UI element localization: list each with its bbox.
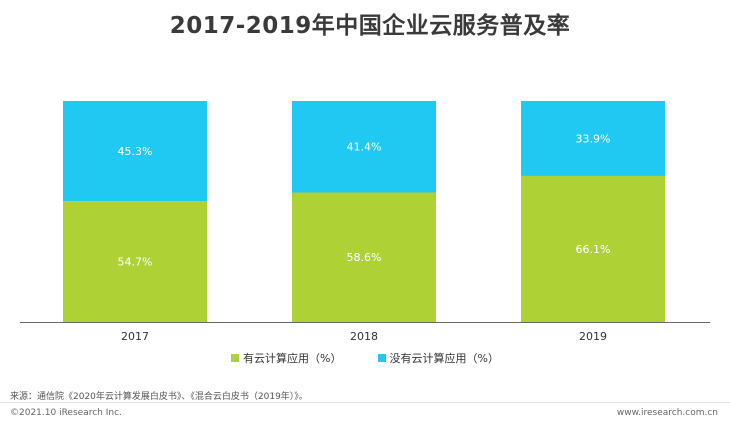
copyright: ©2021.10 iResearch Inc.	[10, 408, 122, 418]
bar-segment-not-adopted-2017	[63, 101, 207, 202]
x-tick-label-2019: 2019	[579, 330, 607, 343]
website-link[interactable]: www.iresearch.com.cn	[616, 408, 718, 418]
source-note: 来源：通信院《2020年云计算发展白皮书》、《混合云白皮书（2019年）》。	[10, 392, 308, 402]
legend: 有云计算应用（%） 没有云计算应用（%）	[0, 350, 730, 366]
data-label-not-adopted-2019: 33.9%	[576, 132, 611, 145]
footer-divider	[0, 402, 730, 403]
bar-segment-adopted-2017	[63, 201, 207, 322]
data-label-adopted-2019: 66.1%	[576, 243, 611, 256]
chart-title: 2017-2019年中国企业云服务普及率	[169, 13, 571, 39]
data-label-not-adopted-2017: 45.3%	[118, 145, 153, 158]
x-tick-label-2018: 2018	[350, 330, 378, 343]
data-label-adopted-2018: 58.6%	[347, 251, 382, 264]
legend-label-adopted: 有云计算应用（%）	[243, 352, 342, 365]
legend-item-not-adopted: 没有云计算应用（%）	[377, 350, 499, 366]
bar-segment-adopted-2018	[292, 192, 436, 322]
x-tick-label-2017: 2017	[121, 330, 149, 343]
legend-item-adopted: 有云计算应用（%）	[231, 350, 342, 366]
bar-segment-not-adopted-2018	[292, 101, 436, 193]
data-label-adopted-2017: 54.7%	[118, 256, 153, 269]
data-label-not-adopted-2018: 41.4%	[347, 141, 382, 154]
legend-swatch-adopted	[231, 354, 240, 362]
bar-segment-adopted-2019	[521, 175, 665, 322]
legend-label-not-adopted: 没有云计算应用（%）	[389, 352, 499, 365]
legend-swatch-not-adopted	[377, 354, 386, 362]
stacked-bar-chart: 54.7% 45.3% 2017 58.6% 41.4% 2018 66.1% 33.9% 20…	[20, 101, 710, 343]
bar-segment-not-adopted-2019	[521, 101, 665, 176]
